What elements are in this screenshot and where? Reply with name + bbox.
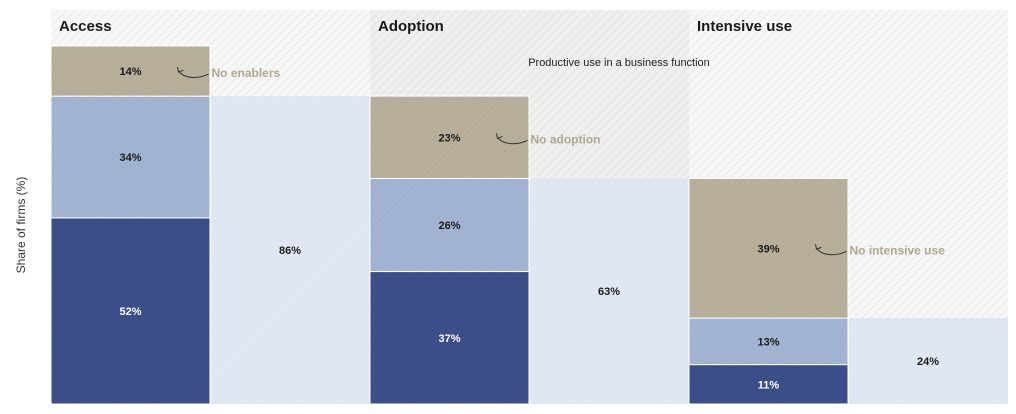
annotation-arrow-0: [178, 70, 209, 78]
segment-mid-2: [688, 317, 849, 366]
passing-bar-0: [211, 96, 370, 405]
annotation-text-1: No adoption: [531, 132, 601, 146]
segment-mid-0: [50, 95, 211, 219]
segment-label-0-0: 52%: [119, 306, 141, 318]
segment-none-2: [688, 177, 849, 319]
segment-label-2-2: 39%: [757, 243, 779, 255]
stage-title-2: Intensive use: [697, 18, 792, 35]
annotation-text-0: No enablers: [212, 66, 281, 80]
passing-label-0: 86%: [279, 245, 301, 257]
segment-label-1-2: 23%: [438, 132, 460, 144]
annotation-arrowhead-2: [815, 244, 822, 250]
stage-subtitle-1: Productive use in a business function: [528, 57, 710, 69]
stage-title-1: Adoption: [378, 18, 444, 35]
segment-none-0: [50, 45, 211, 97]
segment-label-0-2: 14%: [119, 66, 141, 78]
annotation-arrowhead-0: [177, 66, 184, 73]
segment-label-2-1: 13%: [757, 336, 779, 348]
segment-none-1: [369, 95, 530, 179]
annotation-text-2: No intensive use: [850, 243, 946, 257]
segment-dark-0: [50, 217, 211, 405]
stage-title-0: Access: [59, 18, 112, 35]
annotation-arrow-1: [497, 136, 528, 145]
segment-label-1-0: 37%: [438, 333, 460, 345]
passing-bar-1: [530, 178, 689, 404]
segment-label-0-1: 34%: [119, 152, 141, 164]
annotation-arrow-2: [816, 247, 847, 256]
segment-mid-1: [369, 177, 530, 273]
passing-bar-2: [849, 318, 1008, 404]
segment-label-1-1: 26%: [438, 220, 460, 232]
annotation-arrowhead-1: [496, 133, 503, 139]
y-axis-label: Share of firms (%): [14, 177, 28, 274]
segment-label-2-0: 11%: [758, 379, 780, 391]
passing-label-2: 24%: [917, 356, 939, 368]
passing-label-1: 63%: [598, 286, 620, 298]
